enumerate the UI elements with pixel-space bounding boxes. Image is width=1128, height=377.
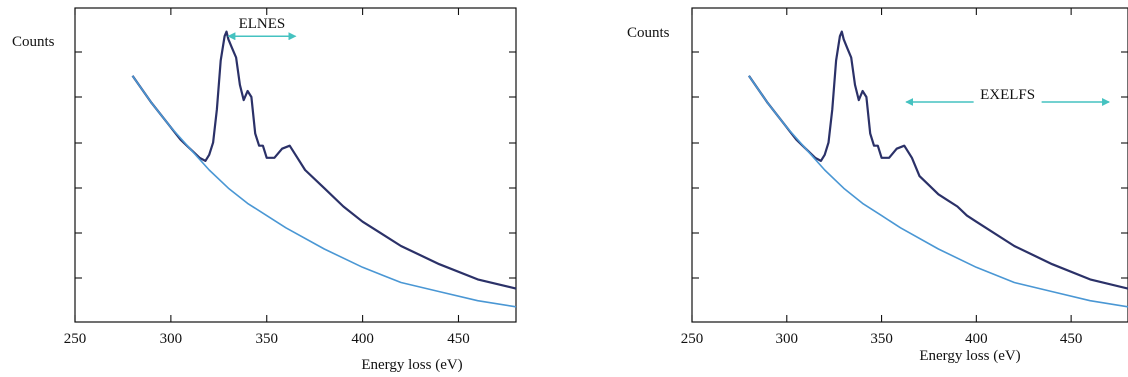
series-spectrum-line (131, 30, 517, 290)
chart-panel-right: 250 300 350 400 450 Counts Energy loss (eV) EXE… (627, 7, 1128, 364)
series-background-line (131, 75, 517, 308)
y-axis-label: Counts (627, 25, 670, 41)
x-tick-label: 400 (965, 331, 988, 347)
annotation-label: ELNES (239, 16, 286, 32)
x-axis-label: Energy loss (eV) (361, 357, 462, 373)
x-tick-label: 250 (681, 331, 704, 347)
x-tick-label: 450 (447, 331, 470, 347)
series-background-line (748, 75, 1128, 308)
x-tick-label: 450 (1060, 331, 1083, 347)
plot-frame (691, 7, 1128, 323)
y-axis-label: Counts (12, 34, 55, 50)
x-tick-label: 350 (870, 331, 893, 347)
x-tick-label: 300 (160, 331, 183, 347)
plot-frame (74, 7, 517, 323)
x-tick-label: 250 (64, 331, 87, 347)
x-tick-label: 350 (255, 331, 278, 347)
series-spectrum-line (747, 30, 1128, 290)
x-tick-label: 300 (776, 331, 799, 347)
chart-panel-left: 250 300 350 400 450 Counts Energy loss (eV) ELN… (12, 7, 517, 373)
annotation-label: EXELFS (980, 87, 1035, 103)
x-tick-label: 400 (351, 331, 374, 347)
x-axis-label: Energy loss (eV) (919, 348, 1020, 364)
